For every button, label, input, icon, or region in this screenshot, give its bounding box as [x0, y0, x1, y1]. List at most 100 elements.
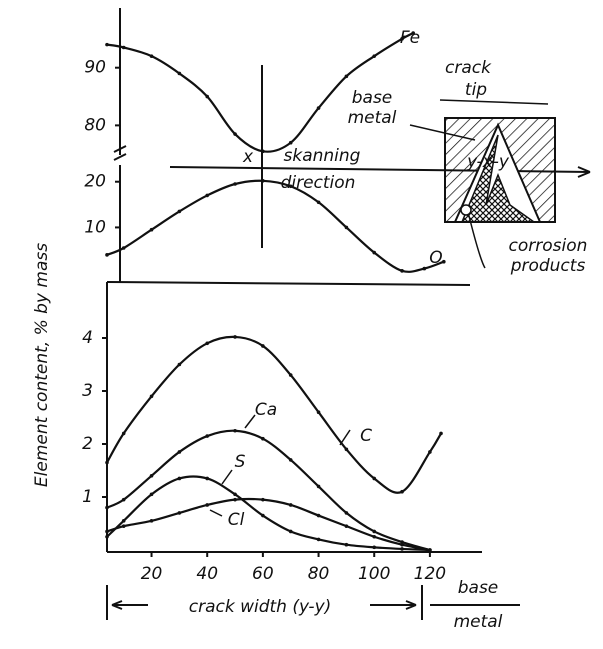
- data-point: [439, 431, 443, 436]
- crack-diagram: [409, 99, 556, 269]
- data-point: [400, 269, 404, 273]
- data-point: [344, 447, 349, 452]
- data-point: [372, 545, 377, 550]
- label-leader: [339, 429, 351, 446]
- y-tick-label: 3: [82, 381, 93, 401]
- data-point: [205, 341, 210, 346]
- data-point: [372, 476, 377, 481]
- data-point: [105, 529, 109, 534]
- data-point: [261, 344, 265, 348]
- y-tick-label: 20: [84, 172, 106, 192]
- data-point: [149, 492, 154, 497]
- data-point: [288, 458, 293, 462]
- x-tick-label: 40: [196, 564, 218, 584]
- data-point: [205, 503, 210, 507]
- data-point: [177, 476, 182, 481]
- data-point: [149, 519, 154, 523]
- data-point: [105, 460, 109, 465]
- data-point: [121, 497, 126, 502]
- data-point: [372, 250, 377, 255]
- data-point: [372, 54, 377, 58]
- data-point: [261, 179, 265, 183]
- data-point: [344, 225, 349, 230]
- series-label: S: [235, 452, 246, 472]
- data-point: [344, 511, 349, 515]
- y-axis-label: Element content, % by mass: [32, 243, 52, 487]
- data-point: [177, 511, 182, 515]
- data-point: [428, 548, 432, 552]
- curve: [106, 179, 445, 273]
- data-point: [400, 37, 404, 41]
- data-point: [422, 266, 427, 271]
- y-tick-label: 90: [84, 58, 106, 78]
- data-point: [372, 534, 377, 539]
- data-point: [149, 394, 154, 399]
- data-point: [344, 74, 349, 79]
- data-point: [344, 542, 349, 547]
- annotation: y-x-y: [466, 152, 510, 172]
- data-point: [316, 513, 321, 518]
- x-tick-label: 100: [358, 564, 390, 584]
- data-point: [288, 373, 293, 377]
- y-tick-label: 1: [82, 487, 93, 507]
- data-point: [233, 428, 237, 433]
- x-tick-label: 60: [252, 564, 274, 584]
- data-point: [233, 132, 237, 136]
- series-label: Cl: [228, 510, 245, 530]
- data-point: [316, 410, 321, 415]
- data-point: [288, 184, 293, 189]
- data-point: [105, 505, 109, 510]
- curve: [106, 335, 442, 494]
- data-point: [105, 253, 109, 257]
- data-point: [316, 200, 321, 205]
- data-point: [288, 503, 293, 507]
- data-point: [372, 529, 377, 534]
- label-leader: [221, 469, 233, 485]
- data-point: [316, 537, 321, 542]
- data-point: [121, 45, 126, 50]
- data-point: [316, 106, 321, 110]
- data-point: [149, 54, 154, 58]
- data-point: [288, 140, 293, 145]
- data-point: [205, 94, 210, 99]
- annotation: crack: [445, 58, 492, 78]
- data-point: [177, 71, 182, 76]
- data-point: [233, 182, 237, 186]
- data-point: [121, 431, 126, 436]
- data-point: [177, 209, 182, 214]
- data-point: [233, 335, 237, 339]
- series-label: Fe: [400, 28, 420, 48]
- data-point: [288, 529, 293, 534]
- label-leader: [209, 509, 223, 517]
- annotation: products: [510, 256, 586, 276]
- y-tick-label: 10: [84, 217, 106, 237]
- data-point: [205, 193, 210, 198]
- data-point: [400, 547, 404, 551]
- data-point: [400, 489, 404, 494]
- x-tick-label: 80: [308, 564, 330, 584]
- x-tick-label: 20: [141, 564, 163, 584]
- y-tick-label: 80: [84, 115, 106, 135]
- data-point: [205, 434, 210, 438]
- data-point: [261, 513, 265, 518]
- annotation: base: [352, 88, 393, 108]
- data-point: [121, 519, 126, 523]
- axes: [106, 8, 591, 620]
- series-label: Ca: [255, 400, 277, 420]
- data-point: [121, 246, 126, 250]
- data-point: [177, 362, 182, 367]
- data-point: [105, 534, 109, 539]
- series-label: C: [360, 426, 372, 446]
- data-point: [205, 476, 210, 481]
- x-axis-label: crack width (y-y): [189, 597, 332, 617]
- data-point: [149, 474, 154, 478]
- data-point: [261, 149, 265, 154]
- data-point: [316, 484, 321, 489]
- annotation: x: [242, 147, 254, 167]
- annotation: skanning: [284, 146, 361, 166]
- data-point: [344, 524, 349, 528]
- data-point: [261, 497, 265, 502]
- annotation: direction: [281, 173, 356, 193]
- data-point: [177, 450, 182, 454]
